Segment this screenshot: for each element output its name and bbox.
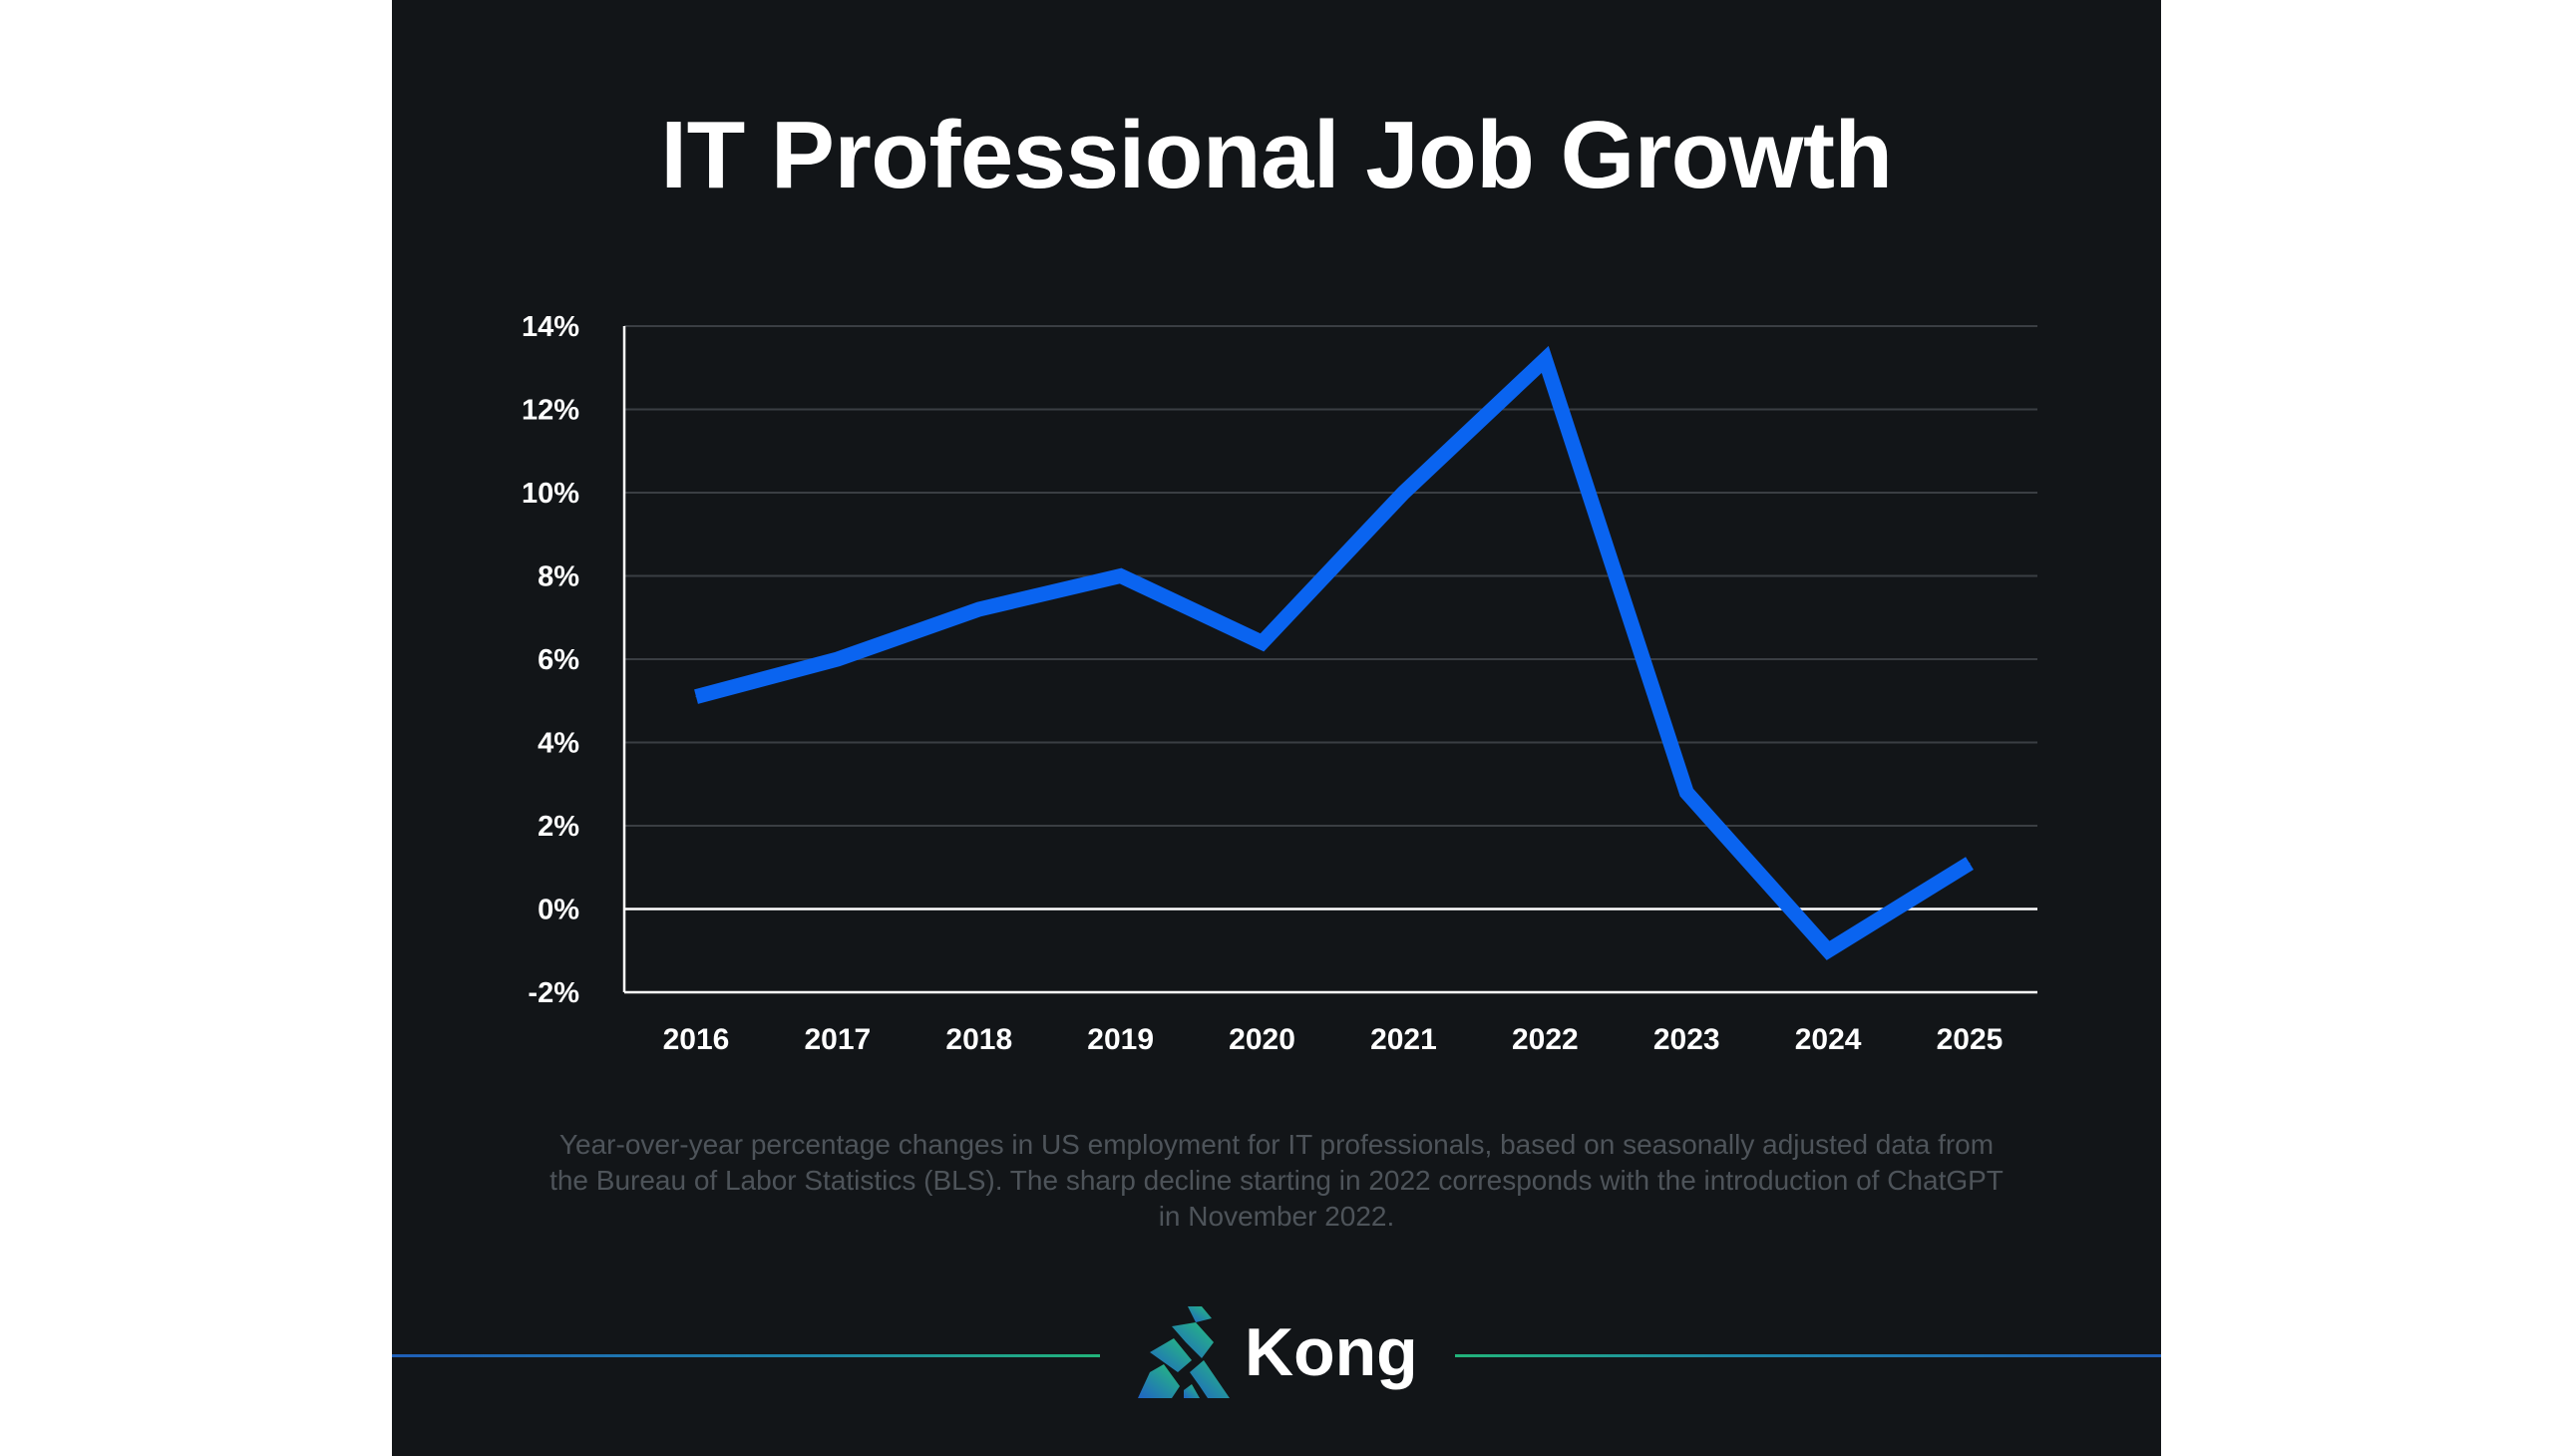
y-tick-labels: 14% 12% 10% 8% 6% 4% 2% 0% -2% (522, 311, 579, 1009)
x-tick-label: 2019 (1087, 1023, 1154, 1056)
data-point (1120, 575, 1122, 576)
data-point (1402, 492, 1404, 494)
line-chart: 14%12%10%8%6%4%2%0%-2% 2016 2017 2018 2019 2… (522, 311, 2037, 1056)
footer-divider-left (392, 1354, 1100, 1357)
x-tick-label: 2021 (1370, 1023, 1437, 1056)
x-tick-labels: 2016 2017 2018 2019 2020 2021 2022 2023 2024 2025 (663, 1023, 2004, 1056)
chart-panel: IT Professional Job Growth 14% 12% 10% 8% 6%… (392, 0, 2161, 1456)
grid-lines (624, 325, 2037, 827)
data-point (1827, 949, 1829, 951)
x-tick-label: 2018 (945, 1023, 1012, 1056)
data-point (837, 658, 839, 660)
y-tick-label: 10% (522, 478, 579, 510)
data-point (1544, 358, 1546, 360)
x-tick-label: 2017 (805, 1023, 872, 1056)
x-tick-label: 2016 (663, 1023, 730, 1056)
chart-caption: Year-over-year percentage changes in US … (549, 1129, 2004, 1232)
y-tick-label: 6% (538, 644, 579, 676)
data-point (695, 696, 697, 698)
y-tick-label: -2% (528, 977, 579, 1009)
brand-name: Kong (1245, 1314, 1418, 1390)
data-point (1969, 863, 1971, 865)
y-tick-label: 4% (538, 728, 579, 760)
footer-divider-right (1455, 1354, 2161, 1357)
kong-logo: Kong (1130, 1302, 1429, 1402)
y-tick-label: 12% (522, 395, 579, 427)
x-tick-label: 2024 (1795, 1023, 1862, 1056)
chart-title: IT Professional Job Growth (660, 102, 1893, 208)
y-tick-label: 2% (538, 811, 579, 843)
x-tick-label: 2022 (1512, 1023, 1579, 1056)
series-line (694, 345, 1974, 960)
series-layer (694, 345, 1974, 960)
axes (622, 326, 2037, 994)
y-tick-label: 8% (538, 561, 579, 593)
data-point (1262, 641, 1264, 643)
x-tick-label: 2023 (1653, 1023, 1720, 1056)
kong-gorilla-icon (1138, 1306, 1230, 1398)
x-tick-label: 2025 (1937, 1023, 2004, 1056)
data-point (1685, 792, 1687, 794)
y-tick-label: 0% (538, 895, 579, 926)
data-point (978, 608, 980, 610)
y-tick-label: 14% (522, 311, 579, 343)
x-tick-label: 2020 (1229, 1023, 1295, 1056)
